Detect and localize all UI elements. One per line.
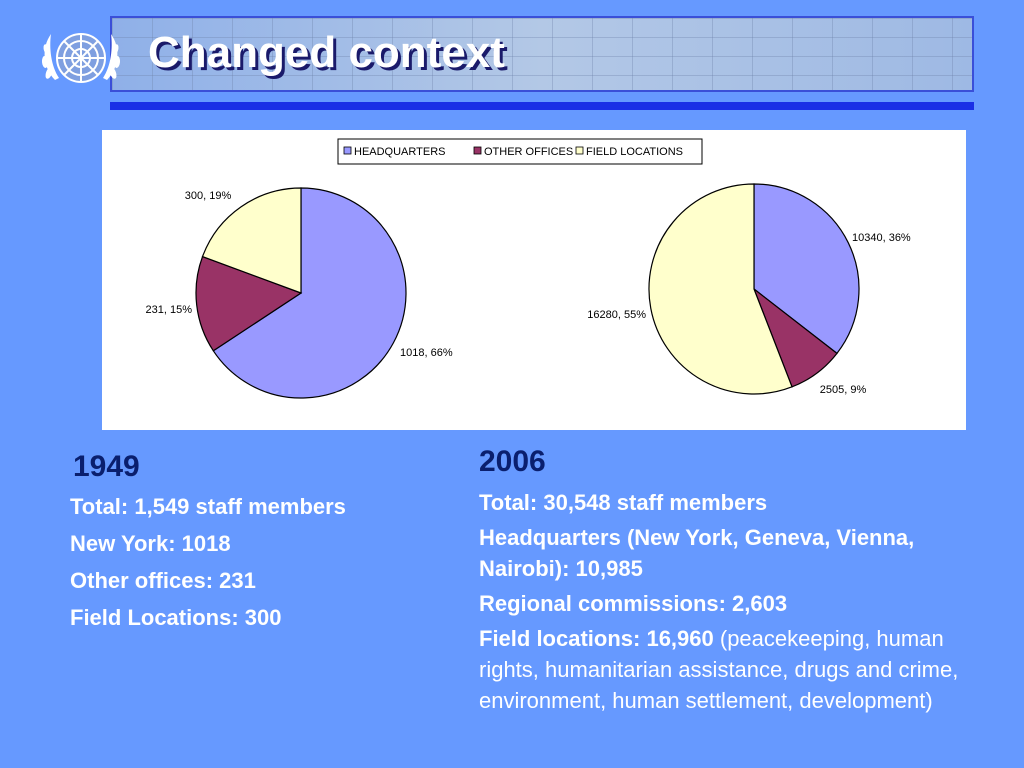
year-1949-heading: 1949 xyxy=(73,450,140,483)
chart-legend: HEADQUARTERS OTHER OFFICES FIELD LOCATIONS xyxy=(337,138,703,165)
pie-slice-other-offices xyxy=(195,255,303,352)
legend-swatch-other-offices xyxy=(473,146,482,155)
field-locations-1949: Field Locations: 300 xyxy=(70,605,282,630)
legend-swatch-headquarters xyxy=(343,146,352,155)
pie-chart-2006: 10340, 36% 2505, 9% 16280, 55% xyxy=(587,183,911,396)
field-locations-2006-detail: (peacekeeping, human rights, humanitaria… xyxy=(479,626,959,713)
data-label-field-locations: 16280, 55% xyxy=(587,309,646,321)
world-map-grid xyxy=(112,18,972,90)
year-2006-heading: 2006 xyxy=(479,445,546,478)
data-label-other-offices: 231, 15% xyxy=(146,304,193,316)
header-rule xyxy=(110,102,974,110)
data-label-headquarters: 1018, 66% xyxy=(400,347,453,359)
total-1949: Total: 1,549 staff members xyxy=(70,494,346,519)
headquarters-2006: Headquarters (New York, Geneva, Vienna, … xyxy=(479,525,915,581)
legend-label-other-offices: OTHER OFFICES xyxy=(484,146,573,158)
page-title: Changed context xyxy=(148,28,505,77)
legend-box xyxy=(337,138,703,165)
column-1949: 1949 Total: 1,549 staff members New York… xyxy=(70,450,450,642)
legend-swatch-field-locations xyxy=(575,146,584,155)
field-locations-2006: Field locations: 16,960 (peacekeeping, h… xyxy=(479,623,979,716)
field-locations-2006-bold: Field locations: 16,960 xyxy=(479,626,714,651)
column-2006: 2006 Total: 30,548 staff members Headqua… xyxy=(479,445,979,720)
data-label-other-offices: 2505, 9% xyxy=(820,384,867,396)
pie-slice-field-locations xyxy=(201,187,302,294)
un-emblem-icon xyxy=(41,33,121,83)
pie-slice-headquarters xyxy=(753,183,860,355)
legend-label-field-locations: FIELD LOCATIONS xyxy=(586,146,683,158)
pie-slice-field-locations xyxy=(648,183,793,395)
new-york-1949: New York: 1018 xyxy=(70,531,231,556)
data-label-headquarters: 10340, 36% xyxy=(852,232,911,244)
data-label-field-locations: 300, 19% xyxy=(185,190,232,202)
other-offices-1949: Other offices: 231 xyxy=(70,568,256,593)
header-band xyxy=(110,16,974,92)
chart-panel: HEADQUARTERS OTHER OFFICES FIELD LOCATIONS… xyxy=(102,130,966,430)
pie-chart-1949: 1018, 66% 231, 15% 300, 19% xyxy=(146,187,453,399)
pie-slice-headquarters xyxy=(212,187,407,399)
pie-charts: HEADQUARTERS OTHER OFFICES FIELD LOCATIONS… xyxy=(146,138,911,399)
total-2006: Total: 30,548 staff members xyxy=(479,490,768,515)
legend-label-headquarters: HEADQUARTERS xyxy=(354,146,445,158)
regional-commissions-2006: Regional commissions: 2,603 xyxy=(479,591,788,616)
